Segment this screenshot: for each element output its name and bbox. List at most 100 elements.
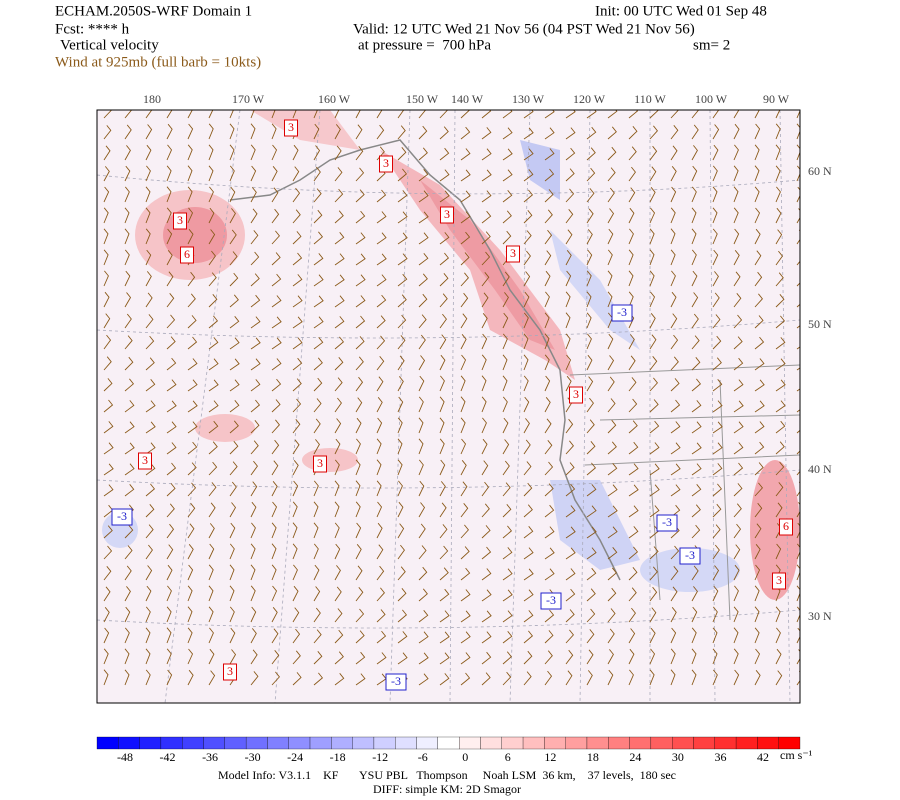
wind-barb — [124, 463, 135, 476]
wind-barb — [250, 649, 258, 665]
wind-barb — [418, 523, 426, 539]
wind-barb — [691, 207, 697, 224]
wind-barb — [145, 186, 151, 203]
colorbar-label: 12 — [544, 750, 556, 764]
wind-barb — [187, 441, 198, 455]
wind-barb — [313, 123, 320, 140]
wind-barb — [607, 608, 616, 623]
wind-barb — [229, 123, 235, 140]
positive-contour-label-box — [223, 663, 237, 681]
colorbar-swatch — [288, 736, 311, 750]
wind-barb — [586, 167, 596, 182]
wind-barb — [544, 209, 553, 224]
wind-barb — [796, 144, 800, 161]
wind-barb — [565, 375, 572, 392]
wind-barb — [691, 335, 700, 350]
wind-barb — [124, 648, 130, 665]
wind-barb — [523, 110, 534, 119]
wind-barb — [271, 337, 282, 350]
wind-barb — [166, 271, 174, 287]
wind-barb — [712, 335, 722, 350]
wind-barb — [313, 145, 321, 161]
wind-barb — [103, 586, 111, 602]
colorbar-swatch — [437, 736, 460, 750]
wind-barb — [376, 480, 382, 497]
wind-barb — [418, 125, 428, 140]
wind-barb — [754, 585, 760, 602]
wind-barb — [670, 463, 681, 476]
wind-barb — [481, 589, 492, 602]
wind-barb — [754, 502, 763, 518]
wind-barb — [439, 631, 450, 644]
wind-barb — [124, 249, 130, 266]
wind-barb — [607, 441, 617, 455]
wind-barb — [565, 188, 575, 203]
wind-barb — [628, 166, 636, 182]
wind-barb — [187, 271, 196, 287]
pressure: at pressure = 700 hPa — [358, 37, 491, 53]
wind-barb — [124, 545, 133, 560]
wind-barb — [628, 505, 639, 518]
wind-barb — [250, 294, 261, 308]
wind-barb — [691, 145, 698, 161]
wind-barb — [712, 400, 723, 413]
wind-barb — [145, 271, 152, 287]
latitude-label: 40 N — [808, 462, 832, 476]
wind-barb — [418, 253, 429, 266]
wind-barb — [418, 545, 427, 560]
wind-barb — [691, 648, 697, 665]
wind-barb — [313, 231, 324, 245]
wind-barb — [397, 588, 407, 602]
wind-barb — [796, 522, 800, 539]
wind-barb — [733, 627, 739, 644]
wind-barb — [250, 187, 257, 203]
wind-barb — [523, 291, 530, 308]
wind-barb — [250, 522, 256, 539]
wind-barb — [628, 484, 639, 497]
wind-barb — [796, 670, 800, 686]
wind-barb — [733, 523, 742, 539]
wind-barb — [376, 652, 387, 665]
wind-barb — [397, 110, 405, 119]
wind-barb — [481, 396, 487, 413]
wind-barb — [376, 315, 386, 329]
wind-barb — [754, 462, 764, 476]
wind-barb — [355, 587, 364, 602]
wind-barb — [628, 110, 639, 119]
wind-barb — [586, 249, 593, 266]
positive-area — [250, 110, 360, 150]
wind-barb — [649, 291, 656, 308]
wind-barb — [733, 250, 740, 266]
wind-barb — [607, 669, 614, 686]
wind-barb — [565, 526, 576, 539]
graticule — [97, 110, 800, 703]
positive-contour-label: 3 — [227, 664, 233, 678]
wind-barb — [712, 483, 723, 497]
wind-barb — [376, 232, 387, 245]
wind-barb — [271, 208, 280, 224]
wind-barb — [670, 207, 676, 224]
wind-barb — [502, 671, 512, 686]
wind-barb — [775, 207, 782, 224]
wind-barb — [439, 354, 446, 371]
wind-barb — [418, 147, 428, 161]
wind-barb — [628, 270, 634, 287]
field: Vertical velocity — [60, 37, 159, 53]
wind-barb — [103, 110, 113, 119]
wind-barb — [355, 210, 366, 224]
wind-barb — [313, 337, 324, 350]
wind-barb — [145, 565, 153, 581]
wind-barb — [460, 375, 466, 392]
wind-barb — [376, 459, 382, 476]
wind-barb — [712, 565, 720, 581]
wind-barb — [334, 377, 343, 392]
wind-barb — [733, 483, 743, 497]
negative-area — [550, 480, 640, 570]
wind-barb — [460, 292, 469, 308]
wind-barb — [397, 438, 403, 455]
wind-barb — [208, 648, 215, 665]
wind-barb — [334, 673, 345, 686]
wind-barb — [229, 400, 240, 413]
wind-barb — [166, 228, 173, 245]
wind-barb — [775, 229, 783, 245]
